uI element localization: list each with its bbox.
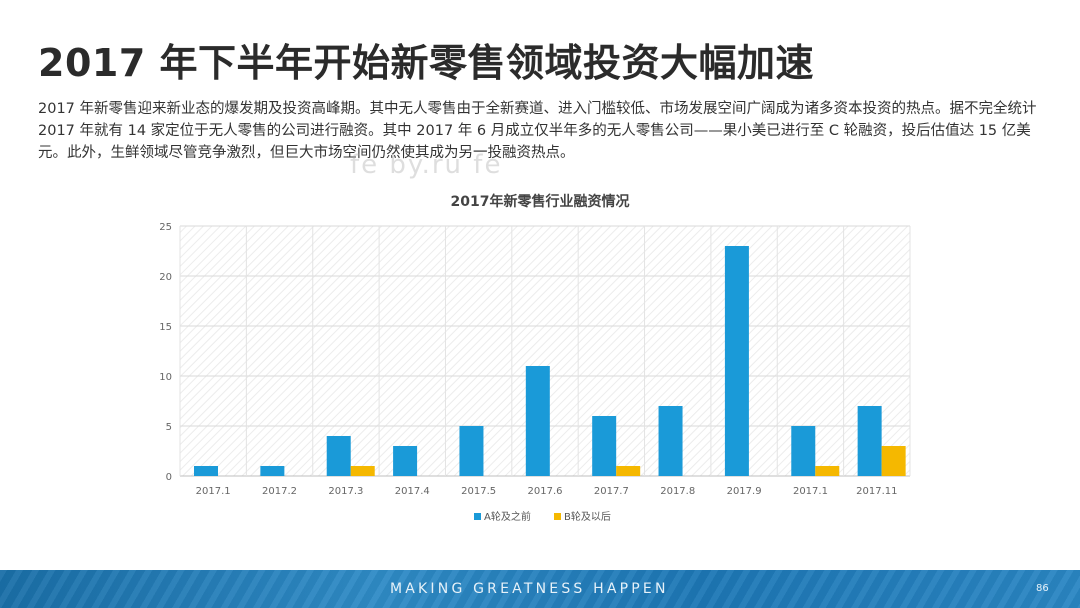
bar-series-b: [616, 466, 641, 476]
bar-series-a: [724, 246, 749, 476]
y-tick-label: 20: [159, 272, 172, 283]
bar-series-a: [525, 366, 550, 476]
y-tick-label: 0: [166, 472, 172, 483]
page-number: 86: [1036, 583, 1049, 594]
legend-label: A轮及之前: [484, 510, 531, 523]
x-tick-label: 2017.6: [528, 486, 563, 497]
x-tick-label: 2017.3: [328, 486, 363, 497]
bar-series-a: [326, 436, 351, 476]
x-tick-label: 2017.9: [727, 486, 762, 497]
legend-label: B轮及以后: [564, 510, 611, 523]
legend-swatch: [474, 513, 481, 520]
bar-series-a: [592, 416, 617, 476]
chart-svg: 2017年新零售行业融资情况 0 5 10 15 20 25 2017.1 2017.2 2017…: [159, 193, 911, 523]
bar-series-a: [260, 466, 285, 476]
x-tick-label: 2017.1: [793, 486, 828, 497]
watermark: fe by.ru fe: [350, 150, 503, 180]
y-tick-label: 5: [166, 422, 172, 433]
x-tick-label: 2017.11: [856, 486, 897, 497]
x-tick-label: 2017.7: [594, 486, 629, 497]
y-tick-label: 25: [159, 222, 172, 233]
x-tick-label: 2017.8: [660, 486, 695, 497]
bar-series-a: [393, 446, 418, 476]
x-tick-label: 2017.1: [196, 486, 231, 497]
x-tick-label: 2017.2: [262, 486, 297, 497]
bar-series-a: [658, 406, 683, 476]
x-tick-label: 2017.4: [395, 486, 430, 497]
bar-series-a: [791, 426, 816, 476]
footer-bar: MAKING GREATNESS HAPPEN 86: [0, 570, 1080, 608]
footer-pattern: [0, 570, 1080, 608]
legend-swatch: [554, 513, 561, 520]
chart-title: 2017年新零售行业融资情况: [451, 193, 630, 210]
bar-series-a: [857, 406, 882, 476]
slide-paragraph: 2017 年新零售迎来新业态的爆发期及投资高峰期。其中无人零售由于全新赛道、进入…: [38, 101, 1037, 161]
footer-tagline: MAKING GREATNESS HAPPEN: [390, 581, 669, 597]
slide-title: 2017 年下半年开始新零售领域投资大幅加速: [38, 41, 814, 85]
x-tick-label: 2017.5: [461, 486, 496, 497]
bar-series-b: [881, 446, 906, 476]
funding-chart: 2017年新零售行业融资情况 0 5 10 15 20 25 2017.1 2017.2 2017…: [130, 180, 930, 540]
bar-series-b: [350, 466, 375, 476]
bar-series-b: [815, 466, 840, 476]
y-tick-label: 15: [159, 322, 172, 333]
bar-series-a: [194, 466, 218, 476]
y-tick-label: 10: [159, 372, 172, 383]
bar-series-a: [459, 426, 484, 476]
